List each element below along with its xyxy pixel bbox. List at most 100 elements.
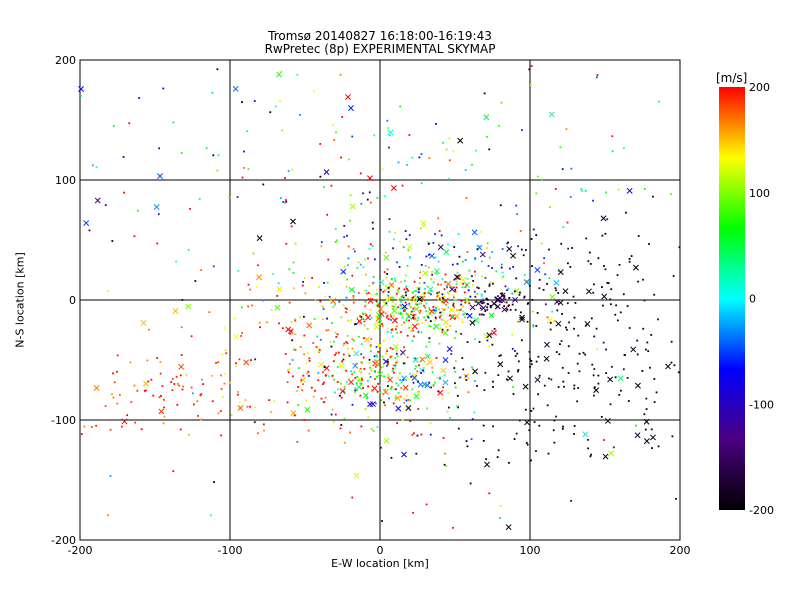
data-point (443, 374, 446, 377)
data-point-cross (348, 286, 355, 293)
data-point (603, 439, 606, 441)
data-point (479, 307, 482, 310)
data-point (500, 276, 503, 279)
data-point (334, 413, 337, 416)
data-point-cross (519, 314, 525, 321)
data-point (641, 370, 644, 372)
data-point-cross (488, 312, 495, 319)
data-point (402, 299, 405, 302)
data-point (299, 346, 302, 348)
data-point (483, 92, 486, 95)
data-point (566, 302, 569, 305)
data-point (152, 394, 155, 397)
data-point (489, 304, 492, 307)
data-point (385, 352, 387, 355)
data-point (412, 316, 415, 319)
data-point (319, 143, 322, 145)
data-point (471, 275, 473, 277)
data-point (349, 219, 351, 222)
data-point (404, 230, 407, 232)
data-point (449, 325, 452, 327)
data-points (78, 65, 681, 531)
data-point (343, 386, 346, 389)
data-point (397, 306, 400, 309)
data-point (369, 366, 372, 369)
data-point (456, 263, 459, 265)
data-point (367, 257, 369, 260)
data-point (482, 298, 485, 301)
data-point (560, 242, 563, 245)
data-point (241, 101, 243, 104)
data-point (329, 340, 332, 343)
data-point (262, 423, 265, 426)
data-point (278, 322, 280, 325)
grid-lines (80, 60, 680, 540)
data-point (511, 333, 514, 336)
data-point (403, 288, 406, 291)
data-point (143, 389, 146, 392)
data-point (573, 384, 576, 387)
data-point (630, 255, 633, 257)
data-point (400, 305, 403, 308)
data-point (410, 305, 413, 308)
data-point (390, 331, 393, 334)
data-point (458, 309, 460, 311)
data-point (448, 293, 451, 296)
data-point (326, 316, 329, 319)
data-point-cross (557, 299, 564, 306)
data-point (593, 283, 595, 286)
data-point (335, 336, 338, 338)
data-point (412, 432, 415, 435)
data-point (428, 324, 431, 327)
data-point (424, 264, 427, 267)
data-point (317, 372, 320, 374)
data-point (569, 196, 572, 198)
data-point (376, 355, 379, 358)
data-point (354, 323, 356, 326)
y-tick-label: -100 (51, 414, 76, 427)
data-point (530, 238, 533, 240)
data-point (285, 200, 288, 203)
data-point (513, 438, 516, 440)
data-point (368, 191, 371, 194)
data-point (120, 425, 123, 428)
data-point (398, 266, 401, 268)
data-point (360, 353, 363, 356)
data-point (481, 294, 483, 297)
data-point (407, 249, 410, 252)
data-point-cross (442, 379, 449, 386)
data-point (441, 278, 444, 280)
data-point (464, 259, 467, 261)
data-point (396, 331, 399, 334)
data-point-cross (185, 303, 192, 310)
data-point (331, 124, 334, 127)
data-point (361, 377, 363, 380)
data-point-cross (232, 333, 239, 340)
data-point (480, 293, 483, 296)
data-point (610, 365, 613, 368)
data-point (474, 258, 476, 261)
data-point (410, 325, 412, 328)
data-point (504, 285, 507, 288)
data-point-cross (546, 317, 553, 324)
data-point (345, 308, 348, 311)
data-point (488, 256, 491, 259)
data-point (404, 291, 407, 294)
data-point (270, 411, 273, 414)
data-point-cross (237, 404, 244, 411)
data-point (440, 311, 443, 314)
data-point (162, 422, 165, 425)
data-point-cross (442, 357, 449, 364)
data-point (422, 292, 424, 295)
data-point (116, 370, 118, 373)
data-point (393, 238, 395, 241)
data-point (323, 366, 326, 368)
data-point (485, 297, 488, 300)
data-point (305, 399, 308, 402)
data-point (327, 258, 330, 261)
data-point (254, 358, 257, 361)
data-point (417, 390, 420, 393)
data-point (390, 456, 393, 459)
data-point-cross (376, 342, 383, 349)
